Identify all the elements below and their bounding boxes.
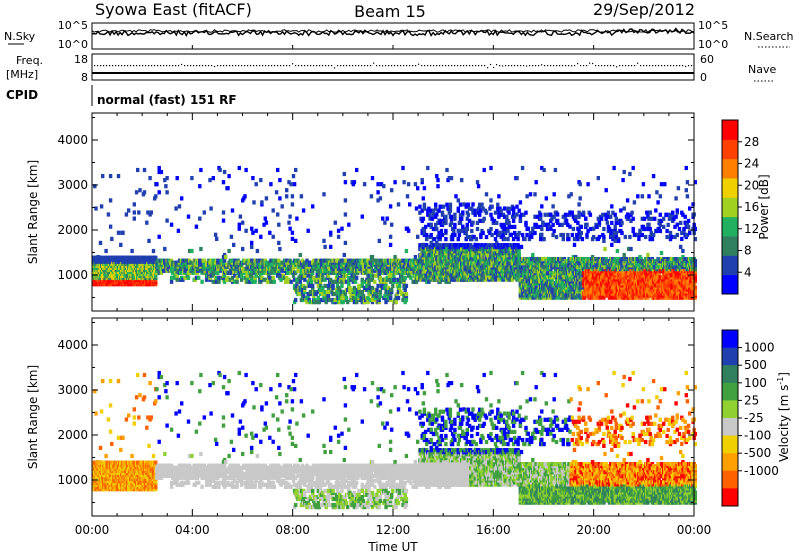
- beam-title: Beam 15: [354, 2, 426, 21]
- velocity-colorbar-swatch: [722, 382, 738, 401]
- x-axis-ticks: 00:00 04:00 08:00 12:00 16:00 20:00 00:00: [75, 45, 712, 537]
- velocity-colorbar-swatch: [722, 418, 738, 437]
- y-tick-label: 4000: [57, 338, 88, 352]
- velocity-colorbar-tick: -500: [744, 446, 771, 460]
- y-tick-label: 1000: [57, 473, 88, 487]
- power-colorbar-swatch: [722, 139, 738, 160]
- nave-label: Nave: [748, 63, 776, 76]
- velocity-colorbar-swatch: [722, 470, 738, 489]
- power-colorbar-tick: 16: [744, 200, 759, 214]
- y-tick-label: 2000: [57, 223, 88, 237]
- station-title: Syowa East (fitACF): [95, 0, 252, 19]
- nave-tick-top: 60: [700, 53, 714, 66]
- nsky-label: N.Sky: [4, 30, 36, 43]
- date-title: 29/Sep/2012: [593, 0, 695, 19]
- velocity-echoes: [92, 370, 697, 510]
- velocity-colorbar-tick: -25: [744, 411, 764, 425]
- velocity-panel: 1000 2000 3000 4000 Slant Range [km]: [26, 317, 697, 517]
- power-colorbar-tick: 20: [744, 178, 759, 192]
- x-tick-label: 20:00: [576, 523, 611, 537]
- y-tick-label: 4000: [57, 133, 88, 147]
- power-colorbar-swatch: [722, 236, 738, 256]
- freq-tick-top: 18: [74, 53, 88, 66]
- velocity-ylabel: Slant Range [km]: [26, 365, 40, 469]
- velocity-colorbar-swatch: [722, 453, 738, 472]
- y-tick-label: 2000: [57, 428, 88, 442]
- power-ylabel: Slant Range [km]: [26, 160, 40, 264]
- power-colorbar-swatch: [722, 255, 738, 276]
- power-panel: 1000 2000 3000 4000 Slant Range [km]: [26, 112, 697, 312]
- noise-sky-line: [91, 27, 695, 38]
- power-y-ticks: 1000 2000 3000 4000: [57, 117, 694, 298]
- nsearch-label: N.Search: [744, 30, 794, 43]
- freq-unit-label: [MHz]: [6, 68, 38, 81]
- velocity-colorbar-swatch: [722, 347, 738, 366]
- frequency-panel: Freq. [MHz] 18 8 60 0 Nave: [6, 53, 776, 84]
- noise-left-tick-top: 10^5: [58, 19, 88, 32]
- power-echoes: [92, 165, 697, 305]
- noise-search-line: [91, 29, 695, 33]
- freq-label: Freq.: [16, 54, 43, 67]
- power-colorbar-swatch: [722, 274, 738, 295]
- velocity-colorbar-label: Velocity [m s-1]: [776, 372, 791, 462]
- power-colorbar-swatch: [722, 178, 738, 198]
- velocity-colorbar-tick: 25: [744, 393, 759, 407]
- x-tick-label: 16:00: [476, 523, 511, 537]
- noise-right-tick-bottom: 10^0: [698, 38, 728, 51]
- power-colorbar: 4 8 12 16 20 24 28 Power [dB]: [721, 119, 771, 295]
- x-tick-label: 00:00: [677, 523, 712, 537]
- cpid-text: normal (fast) 151 RF: [97, 93, 237, 107]
- y-tick-label: 3000: [57, 178, 88, 192]
- x-tick-label: 04:00: [175, 523, 210, 537]
- noise-right-tick-top: 10^5: [698, 19, 728, 32]
- x-tick-label: 08:00: [275, 523, 310, 537]
- noise-left-tick-bottom: 10^0: [58, 38, 88, 51]
- nave-dots: [94, 62, 693, 69]
- velocity-colorbar: 1000 500 100 25 -25 -100 -500 -1000 Velocity [m…: [721, 329, 791, 507]
- velocity-colorbar-swatch: [722, 488, 738, 507]
- power-colorbar-swatch: [722, 197, 738, 218]
- velocity-colorbar-tick: -1000: [744, 464, 779, 478]
- power-colorbar-swatch: [722, 158, 738, 179]
- power-colorbar-tick: 28: [744, 135, 759, 149]
- power-colorbar-tick: 8: [744, 244, 752, 258]
- cpid-label: CPID: [6, 88, 38, 102]
- power-colorbar-label: Power [dB]: [757, 174, 771, 239]
- velocity-colorbar-swatch: [722, 330, 738, 349]
- power-colorbar-tick: 24: [744, 157, 759, 171]
- x-axis-title: Time UT: [367, 540, 418, 554]
- nave-tick-bottom: 0: [700, 71, 707, 84]
- power-colorbar-swatch: [722, 120, 738, 140]
- x-tick-label: 00:00: [75, 523, 110, 537]
- velocity-y-ticks: 1000 2000 3000 4000: [57, 322, 694, 503]
- velocity-colorbar-tick: 500: [744, 358, 767, 372]
- velocity-colorbar-tick: 100: [744, 376, 767, 390]
- velocity-colorbar-swatch: [722, 400, 738, 419]
- y-tick-label: 3000: [57, 383, 88, 397]
- y-tick-label: 1000: [57, 268, 88, 282]
- freq-tick-bottom: 8: [81, 71, 88, 84]
- velocity-colorbar-tick: 1000: [744, 341, 775, 355]
- velocity-colorbar-tick: -100: [744, 429, 771, 443]
- power-colorbar-swatch: [722, 216, 738, 237]
- power-colorbar-tick: 4: [744, 265, 752, 279]
- noise-panel: N.Sky 10^5 10^0 10^5 10^0 N.Search: [4, 19, 794, 51]
- x-tick-label: 12:00: [376, 523, 411, 537]
- velocity-colorbar-swatch: [722, 435, 738, 454]
- power-colorbar-tick: 12: [744, 222, 759, 236]
- velocity-colorbar-swatch: [722, 365, 738, 384]
